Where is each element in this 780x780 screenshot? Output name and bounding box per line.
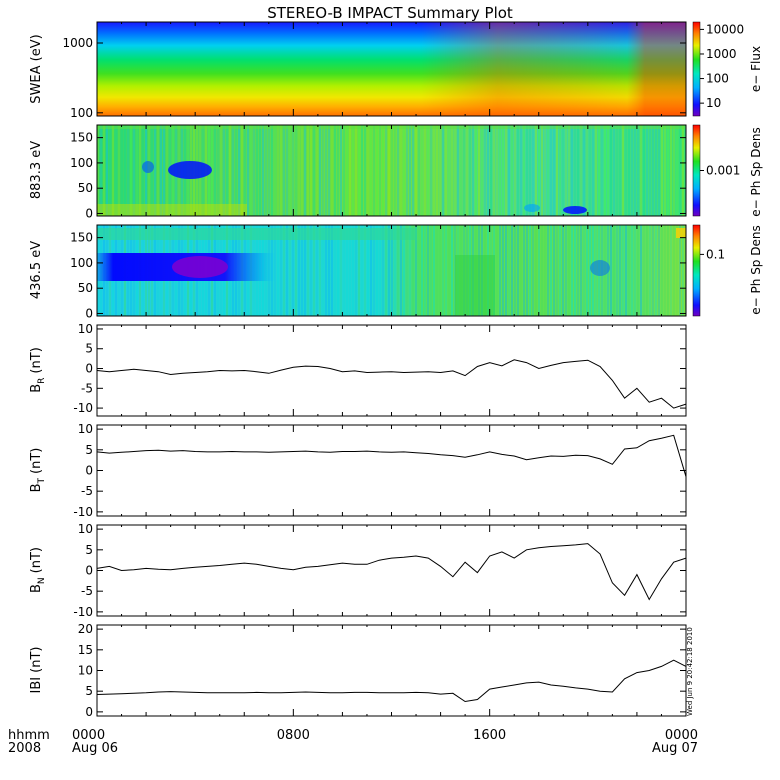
time-tick-sublabel: Aug 06 bbox=[72, 741, 118, 756]
bmag-series-line bbox=[96, 659, 687, 703]
ytick-label: -5 bbox=[81, 484, 93, 498]
time-axis-year-label: 2008 bbox=[8, 741, 41, 756]
colorbar-tick-label: 10000 bbox=[706, 22, 744, 36]
ytick-label: 100 bbox=[70, 106, 93, 120]
ytick-label: 20 bbox=[78, 622, 93, 636]
ytick-label: 5 bbox=[85, 684, 93, 698]
ytick-label: 5 bbox=[85, 342, 93, 356]
ytick-label: 5 bbox=[85, 543, 93, 557]
ytick-label: 0 bbox=[85, 206, 93, 220]
swea-colorbar-label: e− Flux bbox=[749, 46, 763, 92]
swea-shading bbox=[97, 22, 686, 116]
bt-ticks: -10 -5 0 5 10 bbox=[73, 422, 687, 519]
bmag-ylabel: IBI(nT) bbox=[29, 647, 44, 694]
time-tick-label: 0000 bbox=[665, 728, 698, 743]
ytick-label: 15 bbox=[78, 643, 93, 657]
colorbar-tick-label: 10 bbox=[706, 96, 721, 110]
p436-colorbar-label: e− Ph Sp Dens bbox=[749, 225, 763, 314]
p436-ylabel: 436.5 eV bbox=[29, 241, 44, 299]
time-tick-label: 0000 bbox=[72, 728, 105, 743]
ytick-label: 0 bbox=[85, 362, 93, 376]
ytick-label: 10 bbox=[78, 522, 93, 536]
ytick-label: 150 bbox=[70, 231, 93, 245]
ytick-label: 0 bbox=[85, 464, 93, 478]
ytick-label: -5 bbox=[81, 381, 93, 395]
panel-bn: -10 -5 0 5 10 BN(nT) bbox=[29, 522, 687, 619]
p436-features bbox=[97, 225, 686, 316]
bn-ticks: -10 -5 0 5 10 bbox=[73, 522, 687, 619]
panel-bt: -10 -5 0 5 10 BT(nT) bbox=[29, 422, 687, 519]
ytick-label: 5 bbox=[85, 443, 93, 457]
br-frame bbox=[96, 324, 687, 417]
swea-ticks: 100 1000 bbox=[62, 22, 687, 120]
panel-883ev: 0 50 100 150 883.3 eV 0.001 e− Ph Sp Dens bbox=[29, 124, 763, 220]
time-tick-label: 1600 bbox=[473, 728, 506, 743]
ytick-label: 10 bbox=[78, 322, 93, 336]
ytick-label: 1000 bbox=[62, 36, 93, 50]
figure-title: STEREO-B IMPACT Summary Plot bbox=[267, 4, 513, 22]
panel-swea: 100 1000 SWEA (eV) 10 100 1000 10000 e− Flux bbox=[29, 21, 763, 120]
p436-ticks: 0 50 100 150 bbox=[70, 225, 687, 320]
ytick-label: -10 bbox=[73, 605, 93, 619]
time-axis-unit-label: hhmm bbox=[8, 728, 50, 743]
ytick-label: 10 bbox=[78, 664, 93, 678]
bt-series-line bbox=[96, 434, 687, 477]
p436-colorbar-ticks: 0.1 bbox=[700, 247, 725, 261]
time-tick-label: 0800 bbox=[277, 728, 310, 743]
ytick-label: 100 bbox=[70, 156, 93, 170]
colorbar-tick-label: 100 bbox=[706, 72, 729, 86]
ytick-label: 0 bbox=[85, 306, 93, 320]
bmag-frame bbox=[96, 624, 687, 717]
ytick-label: -10 bbox=[73, 505, 93, 519]
swea-ylabel: SWEA (eV) bbox=[29, 34, 44, 103]
swea-colorbar bbox=[692, 21, 701, 117]
ytick-label: 0 bbox=[85, 705, 93, 719]
ytick-label: 0 bbox=[85, 564, 93, 578]
panel-436ev: 0 50 100 150 436.5 eV 0.1 e− Ph Sp Dens bbox=[29, 224, 763, 320]
p883-features bbox=[97, 125, 686, 216]
swea-colorbar-ticks: 10 100 1000 10000 bbox=[700, 22, 744, 110]
p436-colorbar bbox=[692, 224, 701, 317]
colorbar-tick-label: 0.001 bbox=[706, 164, 740, 178]
p883-colorbar-ticks: 0.001 bbox=[700, 164, 740, 178]
ytick-label: 10 bbox=[78, 422, 93, 436]
generation-timestamp: Wed Jun 9 20:42:18 2010 bbox=[686, 627, 694, 716]
colorbar-tick-label: 1000 bbox=[706, 47, 737, 61]
ytick-label: 100 bbox=[70, 256, 93, 270]
ytick-label: 50 bbox=[78, 181, 93, 195]
bt-ylabel: BT(nT) bbox=[29, 448, 47, 493]
p883-colorbar bbox=[692, 124, 701, 217]
br-series-line bbox=[96, 359, 687, 409]
br-ticks: -10 -5 0 5 10 bbox=[73, 322, 687, 416]
ytick-label: 50 bbox=[78, 281, 93, 295]
bn-ylabel: BN(nT) bbox=[29, 547, 47, 593]
p883-ticks: 0 50 100 150 bbox=[70, 125, 687, 220]
bt-frame bbox=[96, 424, 687, 517]
panel-bmag: 0 5 10 15 20 IBI(nT) bbox=[29, 622, 687, 719]
bmag-ticks: 0 5 10 15 20 bbox=[78, 622, 687, 719]
time-tick-sublabel: Aug 07 bbox=[652, 741, 698, 756]
bn-frame bbox=[96, 524, 687, 617]
p883-ylabel: 883.3 eV bbox=[29, 141, 44, 199]
ytick-label: -10 bbox=[73, 401, 93, 415]
ytick-label: -5 bbox=[81, 584, 93, 598]
bn-series-line bbox=[96, 543, 687, 601]
p883-colorbar-label: e− Ph Sp Dens bbox=[749, 127, 763, 216]
colorbar-tick-label: 0.1 bbox=[706, 247, 725, 261]
panel-br: -10 -5 0 5 10 BR(nT) bbox=[29, 322, 687, 417]
ytick-label: 150 bbox=[70, 131, 93, 145]
br-ylabel: BR(nT) bbox=[29, 347, 47, 393]
